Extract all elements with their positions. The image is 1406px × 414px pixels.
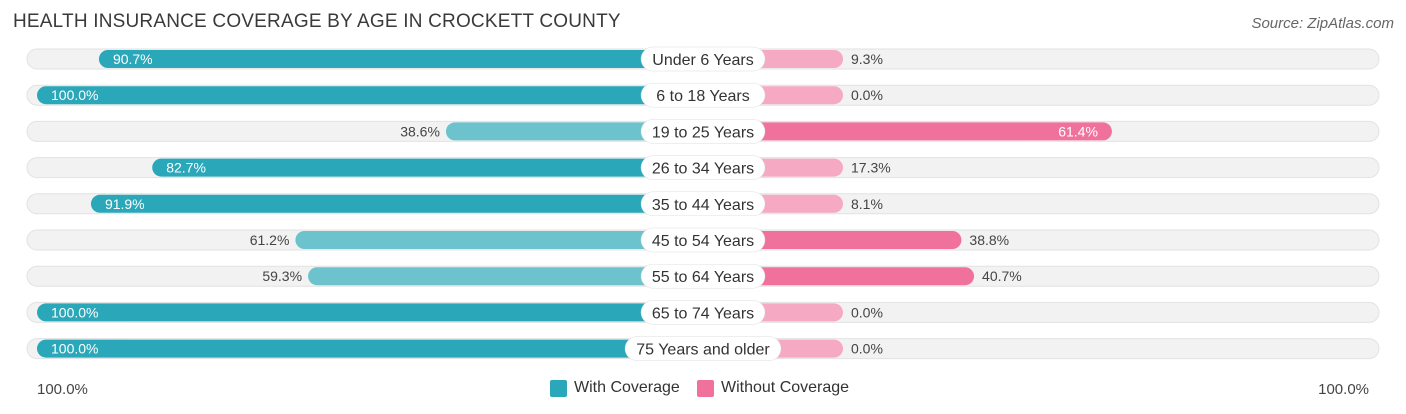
category-label: 6 to 18 Years [656,88,749,105]
source-label: Source: ZipAtlas.com [1251,15,1394,32]
label-without-coverage: 9.3% [851,51,883,67]
label-with-coverage: 38.6% [400,123,440,139]
category-label: 75 Years and older [636,342,770,359]
bar-with-coverage [37,86,703,105]
bar-with-coverage [445,122,703,141]
category-label: 35 to 44 Years [652,197,754,214]
legend-item-without-coverage[interactable]: Without Coverage [697,379,849,397]
bar-with-coverage [98,50,704,68]
category-label: 26 to 34 Years [652,161,754,178]
chart-canvas: 90.7% 9.3% Under 6 Years 100.0% 0.0% 6 to 18 … [26,46,1380,361]
category-pill [624,336,782,361]
bar-without-coverage [703,231,962,249]
category-label: 45 to 54 Years [652,233,754,250]
bar-without-coverage [703,267,975,286]
category-pill [640,227,766,253]
category-pill [640,300,766,325]
label-with-coverage: 100.0% [51,304,98,320]
category-pill [640,119,766,144]
category-pill [640,191,766,217]
axis-left-label: 100.0% [37,381,88,398]
category-label: 65 to 74 Years [652,305,754,322]
category-pill [640,263,766,289]
legend-label-with-coverage: With Coverage [574,379,680,396]
category-pill [640,155,766,180]
label-without-coverage: 61.4% [1058,123,1098,139]
bar-without-coverage [703,122,1112,141]
label-with-coverage: 91.9% [105,196,145,212]
label-without-coverage: 0.0% [851,304,883,320]
label-without-coverage: 0.0% [851,341,883,357]
category-label: 55 to 64 Years [652,269,754,286]
category-pill [640,82,766,108]
bar-with-coverage [152,158,703,177]
label-with-coverage: 90.7% [113,51,153,67]
bar-with-coverage [90,194,704,213]
legend-item-with-coverage[interactable]: With Coverage [550,379,680,397]
legend: With Coverage Without Coverage [0,379,1406,401]
label-with-coverage: 100.0% [51,341,98,357]
category-pill [640,46,766,72]
bar-with-coverage [295,231,703,249]
label-without-coverage: 0.0% [851,87,883,103]
category-label: 19 to 25 Years [652,124,754,141]
bar-with-coverage [308,267,703,286]
label-without-coverage: 38.8% [969,232,1009,248]
label-with-coverage: 100.0% [51,87,98,103]
label-without-coverage: 40.7% [982,268,1022,284]
label-with-coverage: 59.3% [262,268,302,284]
bar-with-coverage [37,303,703,322]
chart-title: HEALTH INSURANCE COVERAGE BY AGE IN CROC… [13,11,621,32]
category-label: Under 6 Years [652,52,753,69]
legend-swatch-with-coverage [550,379,567,397]
axis-right-label: 100.0% [1318,381,1369,398]
label-with-coverage: 82.7% [166,160,206,176]
label-without-coverage: 8.1% [851,196,883,212]
label-without-coverage: 17.3% [851,160,891,176]
legend-label-without-coverage: Without Coverage [721,379,850,396]
label-with-coverage: 61.2% [250,232,290,248]
legend-swatch-without-coverage [697,379,714,397]
bar-with-coverage [37,339,703,358]
